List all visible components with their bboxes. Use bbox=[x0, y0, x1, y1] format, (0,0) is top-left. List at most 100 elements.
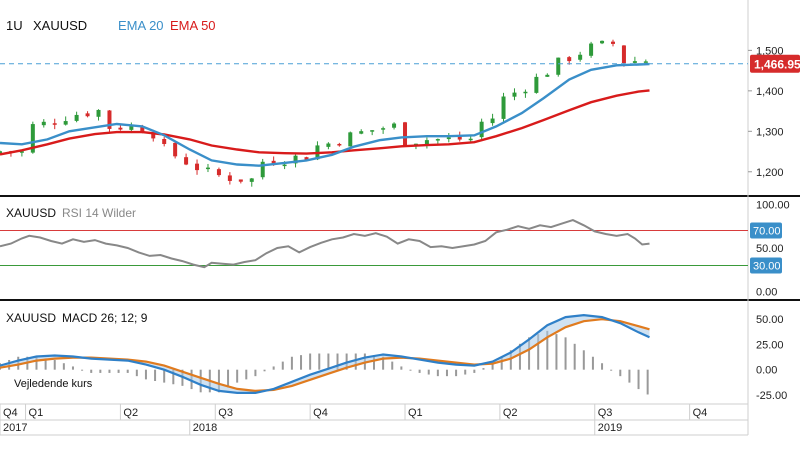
candle-body bbox=[523, 91, 528, 94]
candle-body bbox=[151, 133, 156, 139]
rsi-y-tick-label: 100.00 bbox=[756, 199, 790, 211]
macd-histogram-bar bbox=[163, 369, 166, 383]
price-y-tick-label: 1,400 bbox=[756, 86, 784, 98]
candle-body bbox=[370, 130, 375, 132]
candle-body bbox=[216, 169, 221, 176]
candle-body bbox=[578, 54, 583, 60]
macd-histogram-bar bbox=[53, 359, 56, 370]
macd-histogram-bar bbox=[418, 369, 421, 373]
candle-body bbox=[446, 137, 451, 140]
candle-body bbox=[589, 43, 594, 56]
candle-body bbox=[392, 123, 397, 128]
quarter-label: Q4 bbox=[313, 407, 328, 419]
candle-body bbox=[457, 135, 462, 140]
rsi-level-badge bbox=[750, 222, 782, 239]
macd-histogram-bar bbox=[309, 353, 312, 370]
macd-indicator-label: MACD 26; 12; 9 bbox=[62, 311, 148, 325]
macd-histogram-bar bbox=[144, 369, 147, 380]
macd-histogram-bar bbox=[90, 369, 93, 373]
candle-body bbox=[63, 121, 68, 125]
candle-body bbox=[107, 110, 112, 129]
candle-body bbox=[490, 118, 495, 124]
candle-body bbox=[195, 163, 200, 171]
candle-body bbox=[403, 122, 408, 146]
macd-histogram-bar bbox=[473, 369, 476, 373]
quarter-label: Q3 bbox=[598, 407, 613, 419]
macd-histogram-bar bbox=[436, 369, 439, 377]
rsi-panel: 100.00 70.00 50.00 30.00 0.00 XAUUSD RSI 14 … bbox=[0, 199, 790, 299]
candle-body bbox=[534, 76, 539, 93]
macd-histogram-bar bbox=[217, 369, 220, 393]
macd-histogram-bar bbox=[318, 353, 321, 370]
interval-label: 1U bbox=[6, 18, 23, 33]
candle-body bbox=[304, 157, 309, 161]
macd-histogram-bar bbox=[555, 334, 558, 370]
macd-histogram-bar bbox=[546, 330, 549, 370]
macd-histogram-bar bbox=[619, 369, 622, 377]
macd-histogram-bar bbox=[290, 356, 293, 370]
candle-body bbox=[173, 142, 178, 157]
price-y-tick-label: 1,200 bbox=[756, 167, 784, 179]
macd-histogram-bar bbox=[62, 363, 65, 370]
candle-body bbox=[293, 155, 298, 164]
candle-body bbox=[424, 140, 429, 145]
candle-body bbox=[85, 113, 90, 117]
candle-body bbox=[205, 167, 210, 170]
rsi-y-tick-label: 50.00 bbox=[756, 243, 784, 255]
candle-body bbox=[162, 138, 167, 144]
candle-body bbox=[30, 124, 35, 153]
candle-body bbox=[643, 61, 648, 63]
macd-histogram-bar bbox=[445, 369, 448, 377]
macd-histogram-bar bbox=[610, 369, 613, 371]
candle-body bbox=[271, 160, 276, 165]
macd-histogram-bar bbox=[135, 369, 138, 377]
macd-histogram-bar bbox=[35, 356, 38, 370]
candle-body bbox=[41, 121, 46, 126]
candle-body bbox=[238, 179, 243, 182]
rsi-level-badge bbox=[750, 257, 782, 274]
candle-body bbox=[632, 61, 637, 63]
macd-histogram-bar bbox=[44, 358, 47, 370]
macd-histogram-bar bbox=[382, 356, 385, 370]
macd-y-tick-label: 50.00 bbox=[756, 314, 784, 326]
last-price-marker: 1,466.95 bbox=[0, 54, 800, 73]
price-y-tick-label: 1,300 bbox=[756, 126, 784, 138]
macd-histogram-bar bbox=[518, 343, 521, 370]
candle-body bbox=[600, 40, 605, 44]
macd-histogram-bar bbox=[272, 366, 275, 370]
quarter-label: Q1 bbox=[408, 407, 423, 419]
macd-histogram-bar bbox=[254, 369, 257, 377]
candle-body bbox=[184, 157, 189, 165]
macd-histogram-bar bbox=[573, 343, 576, 370]
macd-histogram-bar bbox=[537, 334, 540, 370]
year-label: 2019 bbox=[598, 422, 622, 434]
source-label: Vejledende kurs bbox=[14, 378, 93, 390]
macd-histogram-bar bbox=[281, 361, 284, 370]
rsi-indicator-label: RSI 14 Wilder bbox=[62, 206, 136, 220]
quarter-label: Q2 bbox=[503, 407, 518, 419]
candle-body bbox=[468, 138, 473, 141]
ema20-line bbox=[0, 62, 650, 167]
candle-body bbox=[512, 92, 517, 97]
macd-y-tick-label: 0.00 bbox=[756, 365, 777, 377]
candle-body bbox=[326, 143, 331, 147]
candle-body bbox=[129, 126, 134, 130]
candle-body bbox=[381, 128, 386, 130]
macd-histogram-bar bbox=[582, 350, 585, 370]
quarter-label: Q4 bbox=[3, 407, 18, 419]
macd-histogram-bar bbox=[263, 369, 266, 372]
year-label: 2017 bbox=[3, 422, 27, 434]
macd-histogram-bar bbox=[126, 369, 129, 373]
macd-y-tick-label: -25.00 bbox=[756, 390, 787, 402]
candle-body bbox=[545, 74, 550, 77]
candle-body bbox=[359, 131, 364, 134]
rsi-symbol-label: XAUUSD bbox=[6, 206, 56, 220]
rsi-y-axis: 100.00 70.00 50.00 30.00 0.00 bbox=[750, 199, 790, 299]
macd-histogram-bar bbox=[455, 369, 458, 377]
macd-histogram-bar bbox=[154, 369, 157, 382]
candle-body bbox=[249, 178, 254, 182]
macd-histogram-bar bbox=[117, 369, 120, 373]
